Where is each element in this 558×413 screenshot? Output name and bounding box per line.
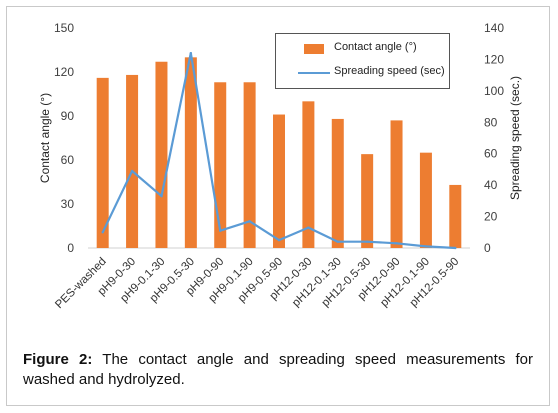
bar-contact-angle <box>184 57 197 249</box>
bar-contact-angle <box>273 114 285 249</box>
legend-label-contact-angle: Contact angle (°) <box>334 41 417 53</box>
point-spreading-speed <box>248 220 251 223</box>
x-category-label: PES-washed <box>53 256 108 311</box>
caption-lead: Figure 2: <box>23 351 93 368</box>
bar-contact-angle <box>331 118 344 248</box>
bar-contact-angle <box>243 82 256 249</box>
bar-contact-angle <box>361 154 374 248</box>
bar-contact-angle <box>96 77 109 248</box>
bar-contact-angle <box>449 184 462 248</box>
caption-text: The contact angle and spreading speed me… <box>23 351 534 388</box>
y-left-tick-label: 150 <box>54 21 74 35</box>
y-left-axis-title: Contact angle (°) <box>38 93 52 183</box>
chart-legend: Contact angle (°) Spreading speed (sec) <box>275 33 450 89</box>
point-spreading-speed <box>160 194 163 198</box>
y-right-tick-label: 100 <box>484 84 504 98</box>
point-spreading-speed <box>219 229 222 232</box>
y-right-tick-label: 120 <box>484 52 504 66</box>
y-right-tick-label: 140 <box>484 21 504 35</box>
chart-canvas: 0 30 60 90 120 150 0 20 40 60 80 100 120 140 Contact a… <box>38 21 522 311</box>
y-right-tick-label: 60 <box>484 147 498 161</box>
y-left-tick-label: 30 <box>61 197 75 211</box>
legend-label-spreading-speed: Spreading speed (sec) <box>334 65 445 77</box>
y-left-tick-label: 60 <box>61 153 75 167</box>
point-spreading-speed <box>130 169 134 173</box>
point-spreading-speed <box>277 238 281 242</box>
point-spreading-speed <box>307 226 310 229</box>
figure-caption: Figure 2: The contact angle and spreadin… <box>23 350 533 390</box>
y-right-axis-title: Spreading speed (sec.) <box>508 76 522 200</box>
bar-contact-angle <box>390 120 403 248</box>
y-right-tick-label: 80 <box>484 115 498 129</box>
y-right-tick-label: 0 <box>484 241 491 255</box>
point-spreading-speed <box>189 51 193 55</box>
legend-swatch-line <box>298 72 330 74</box>
y-right-tick-label: 40 <box>484 178 498 192</box>
point-spreading-speed <box>454 246 457 250</box>
y-left-tick-label: 0 <box>67 241 74 255</box>
point-spreading-speed <box>365 240 369 243</box>
legend-swatch-bar <box>304 44 324 54</box>
point-spreading-speed <box>336 240 339 243</box>
y-left-tick-label: 90 <box>61 109 75 123</box>
point-spreading-speed <box>424 245 428 248</box>
bar-contact-angle <box>155 61 168 248</box>
point-spreading-speed <box>395 242 398 245</box>
point-spreading-speed <box>101 231 104 234</box>
bar-contact-angle <box>302 101 315 248</box>
bar-contact-angle <box>419 152 432 248</box>
y-right-tick-label: 20 <box>484 210 498 224</box>
bar-contact-angle <box>214 82 227 249</box>
bar-contact-angle <box>126 74 139 248</box>
y-left-tick-label: 120 <box>54 65 74 79</box>
